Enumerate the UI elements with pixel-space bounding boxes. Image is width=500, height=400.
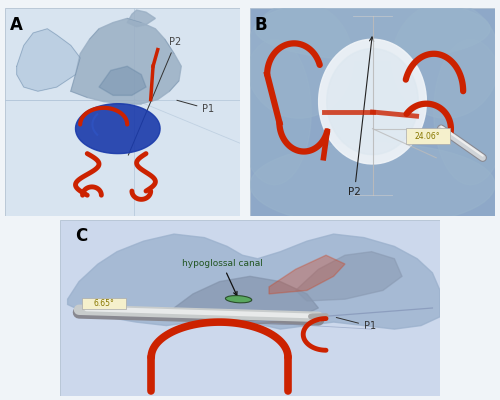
Text: 6.65°: 6.65° — [94, 298, 114, 308]
Polygon shape — [76, 104, 160, 154]
Polygon shape — [255, 0, 490, 60]
FancyBboxPatch shape — [406, 128, 450, 144]
Text: P1: P1 — [336, 318, 376, 331]
FancyBboxPatch shape — [82, 298, 126, 308]
Polygon shape — [434, 39, 500, 185]
Polygon shape — [326, 48, 418, 155]
Text: B: B — [255, 16, 268, 34]
Polygon shape — [238, 39, 311, 185]
Polygon shape — [250, 143, 495, 226]
Text: P2: P2 — [128, 38, 182, 155]
Text: P1: P1 — [177, 100, 214, 114]
Text: C: C — [75, 227, 88, 245]
Ellipse shape — [226, 296, 252, 303]
Polygon shape — [296, 252, 402, 301]
Text: A: A — [10, 16, 22, 34]
Text: 24.06°: 24.06° — [415, 132, 440, 141]
Text: hypoglossal canal: hypoglossal canal — [182, 259, 262, 296]
Polygon shape — [174, 276, 318, 322]
Polygon shape — [99, 66, 146, 95]
Polygon shape — [392, 2, 500, 118]
Polygon shape — [269, 255, 345, 294]
Text: P2: P2 — [348, 37, 374, 197]
Polygon shape — [127, 10, 156, 27]
Polygon shape — [17, 29, 80, 91]
Polygon shape — [68, 234, 440, 329]
Polygon shape — [245, 2, 353, 118]
Polygon shape — [318, 39, 426, 164]
Polygon shape — [71, 18, 181, 104]
